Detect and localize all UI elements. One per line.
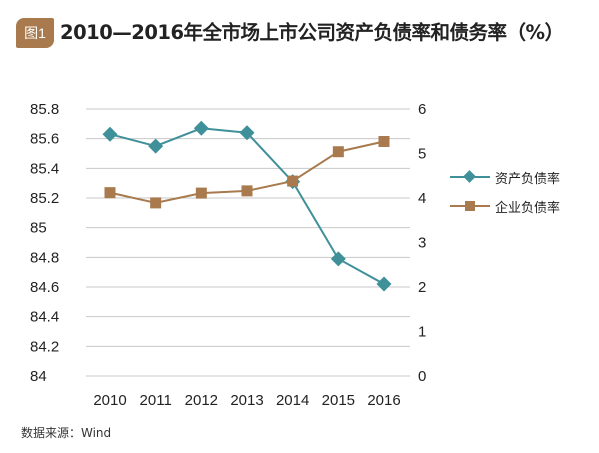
legend: 资产负债率 企业负债率 [450, 166, 560, 224]
legend-label: 企业负债率 [495, 200, 561, 216]
right-tick-label: 1 [418, 324, 426, 341]
data-point-square [378, 135, 390, 147]
figure-badge: 图1 [16, 18, 54, 48]
right-tick-label: 0 [418, 368, 426, 385]
data-point-diamond [330, 251, 346, 267]
right-y-axis: 6 5 4 3 2 1 0 [418, 101, 426, 385]
x-tick-label: 2014 [276, 392, 309, 409]
x-tick-label: 2011 [140, 392, 172, 409]
left-tick-label: 84.4 [30, 309, 59, 326]
data-point-square [104, 187, 116, 199]
series-layer [102, 120, 392, 292]
right-tick-label: 4 [418, 190, 426, 207]
data-point-square [287, 175, 299, 187]
x-tick-label: 2016 [367, 392, 400, 409]
left-tick-label: 85.4 [30, 160, 59, 177]
data-point-square [332, 146, 344, 158]
left-tick-label: 84 [30, 368, 47, 385]
data-point-diamond [376, 276, 392, 292]
left-tick-label: 85 [30, 220, 47, 237]
data-point-diamond [148, 138, 164, 154]
legend-swatch-teal-diamond [450, 170, 490, 184]
left-tick-label: 84.8 [30, 249, 59, 266]
legend-label: 资产负债率 [495, 171, 561, 187]
data-point-diamond [193, 120, 209, 136]
data-point-square [195, 187, 207, 199]
data-point-square [241, 185, 253, 197]
x-tick-label: 2013 [230, 392, 263, 409]
x-tick-label: 2015 [322, 392, 355, 409]
x-axis: 2010 2011 2012 2013 2014 2015 2016 [93, 392, 400, 409]
left-tick-label: 85.2 [30, 190, 59, 207]
left-tick-label: 85.6 [30, 131, 59, 148]
legend-item-enterprise-debt: 企业负债率 [450, 195, 560, 217]
legend-swatch-brown-square [450, 199, 490, 213]
grid [86, 108, 410, 377]
x-tick-label: 2012 [185, 392, 218, 409]
data-point-square [150, 197, 162, 209]
right-tick-label: 6 [418, 101, 426, 118]
data-point-diamond [102, 126, 118, 142]
data-point-diamond [239, 125, 255, 141]
left-y-axis: 85.8 85.6 85.4 85.2 85 84.8 84.6 84.4 84.2 84 [30, 101, 59, 385]
left-tick-label: 85.8 [30, 101, 59, 118]
chart-title: 2010—2016年全市场上市公司资产负债率和债务率（%） [60, 21, 564, 44]
data-source-note: 数据来源：Wind [21, 426, 112, 440]
x-tick-label: 2010 [93, 392, 126, 409]
right-tick-label: 3 [418, 235, 426, 252]
right-tick-label: 5 [418, 146, 426, 163]
right-tick-label: 2 [418, 279, 426, 296]
left-tick-label: 84.2 [30, 338, 59, 355]
legend-item-asset-liability: 资产负债率 [450, 166, 560, 188]
left-tick-label: 84.6 [30, 279, 59, 296]
